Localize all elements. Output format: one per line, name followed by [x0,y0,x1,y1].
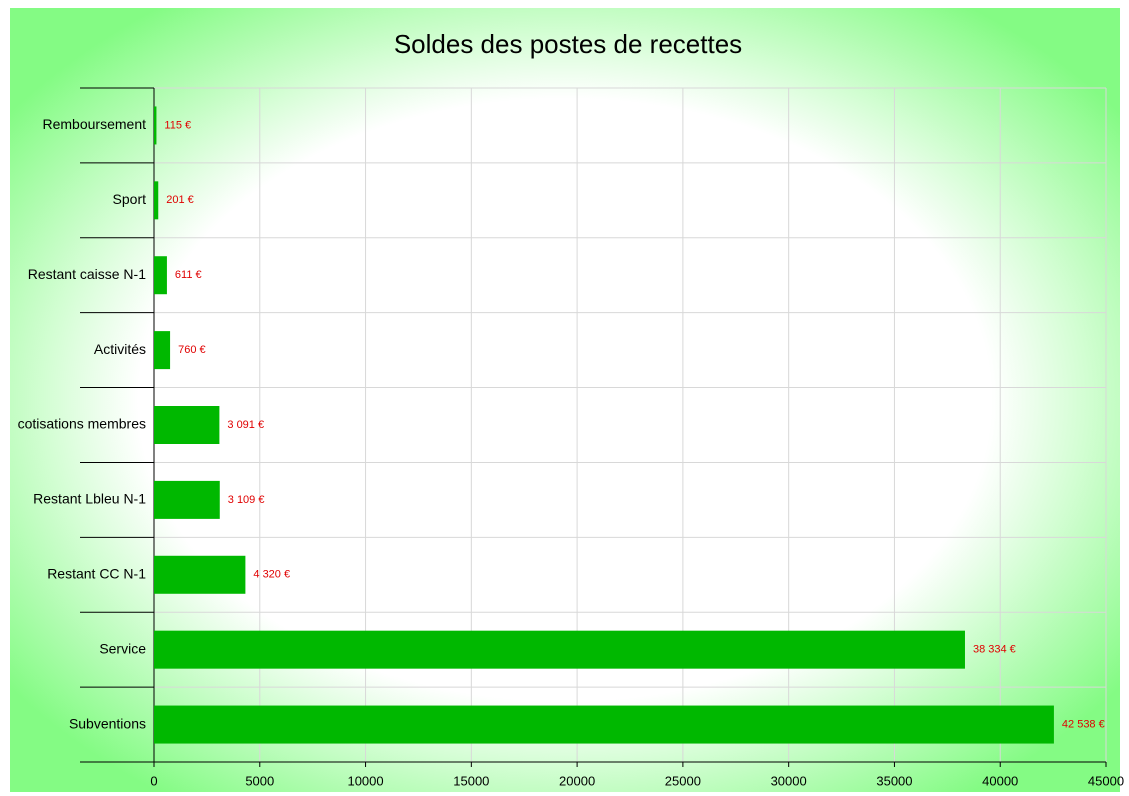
chart-title: Soldes des postes de recettes [394,29,742,59]
y-tick-label: Remboursement [43,116,147,132]
value-label: 42 538 € [1062,718,1105,730]
x-tick-label: 5000 [245,773,274,788]
bar [154,406,220,444]
bar [154,555,246,594]
y-tick-label: cotisations membres [18,416,146,432]
value-label: 3 109 € [228,494,265,506]
value-label: 760 € [178,344,206,356]
bar [154,181,159,220]
value-label: 3 091 € [227,419,264,431]
x-tick-label: 0 [150,773,157,788]
x-tick-label: 10000 [347,773,383,788]
y-tick-label: Subventions [69,715,146,731]
bar [154,480,220,519]
x-tick-label: 45000 [1088,773,1124,788]
value-label: 4 320 € [253,569,290,581]
bar [154,705,1054,744]
value-label: 201 € [166,194,194,206]
bar [154,331,171,370]
y-tick-label: Restant Lbleu N-1 [33,491,146,507]
x-tick-label: 40000 [982,773,1018,788]
x-tick-label: 30000 [771,773,807,788]
value-label: 611 € [175,269,202,281]
y-tick-label: Restant caisse N-1 [28,266,146,282]
value-label: 115 € [164,119,191,131]
x-tick-label: 20000 [559,773,595,788]
x-tick-label: 35000 [876,773,912,788]
y-tick-label: Restant CC N-1 [47,565,146,581]
x-tick-label: 15000 [453,773,489,788]
x-tick-label: 25000 [665,773,701,788]
bar [154,256,167,295]
value-label: 38 334 € [973,644,1016,656]
bar [154,106,157,145]
y-tick-label: Activités [94,341,146,357]
bar [154,630,965,669]
y-tick-label: Service [99,640,146,656]
y-tick-label: Sport [113,191,147,207]
